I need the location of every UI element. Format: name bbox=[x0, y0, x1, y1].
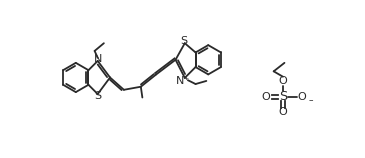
Text: S: S bbox=[180, 36, 188, 46]
Text: O: O bbox=[298, 92, 307, 102]
Text: O: O bbox=[262, 92, 270, 102]
Text: –: – bbox=[308, 96, 313, 105]
Text: O: O bbox=[278, 76, 287, 86]
Text: N: N bbox=[94, 54, 103, 64]
Text: S: S bbox=[95, 91, 102, 101]
Text: S: S bbox=[279, 90, 287, 103]
Text: O: O bbox=[278, 107, 287, 117]
Text: N⁺: N⁺ bbox=[176, 76, 191, 86]
